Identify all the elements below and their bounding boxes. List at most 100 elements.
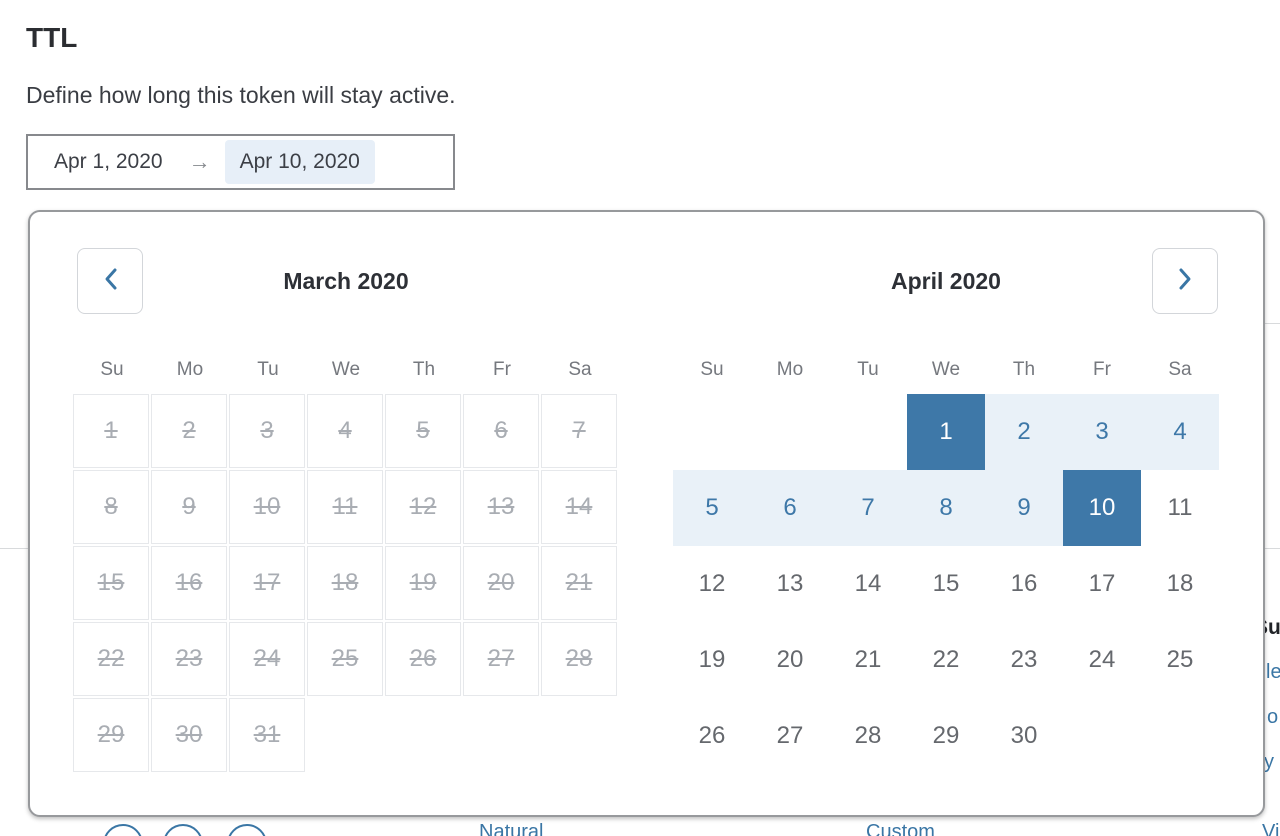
- day-cell[interactable]: 11: [1167, 494, 1193, 521]
- next-month-button[interactable]: [1152, 248, 1218, 314]
- end-date-field[interactable]: Apr 10, 2020: [224, 140, 375, 184]
- day-cell: 23: [151, 622, 227, 696]
- weekday-label: Sa: [1168, 359, 1192, 380]
- day-cell[interactable]: 22: [932, 646, 960, 673]
- arrow-right-icon: →: [188, 149, 211, 174]
- background-link-fragment[interactable]: y: [1264, 751, 1274, 773]
- day-cell: 29: [73, 698, 149, 772]
- day-cell: 15: [73, 546, 149, 620]
- chevron-right-icon: [1178, 267, 1193, 296]
- day-cell: 4: [307, 394, 383, 468]
- day-cell[interactable]: 29: [932, 722, 960, 749]
- weekday-label: We: [931, 359, 961, 380]
- day-cell[interactable]: 24: [1088, 646, 1116, 673]
- circle-button[interactable]: [103, 824, 143, 836]
- day-cell[interactable]: 5: [673, 470, 751, 546]
- day-cell: 12: [385, 470, 461, 544]
- day-cell: 6: [463, 394, 539, 468]
- day-cell: 31: [229, 698, 305, 772]
- day-cell[interactable]: 12: [698, 570, 726, 597]
- day-cell: 5: [385, 394, 461, 468]
- day-cell[interactable]: 7: [829, 470, 907, 546]
- day-cell[interactable]: 6: [751, 470, 829, 546]
- weekday-label: Th: [412, 359, 436, 380]
- day-cell: 13: [463, 470, 539, 544]
- empty-cell: [829, 394, 907, 470]
- background-link-fragment[interactable]: le: [1266, 661, 1280, 683]
- day-cell: 1: [73, 394, 149, 468]
- day-cell[interactable]: 4: [1141, 394, 1219, 470]
- day-cell: 17: [229, 546, 305, 620]
- circle-button[interactable]: [163, 824, 203, 836]
- empty-cell: [751, 394, 829, 470]
- page-title: TTL: [26, 22, 78, 53]
- month-panel-march: March 2020 Su Mo Tu We Th Fr Sa 1 2 3 4 5 6 7 8 9 10 11 1…: [73, 248, 619, 772]
- day-grid: 1 2 3 4 5 6 7 8 9 10 11 12 13 14 15 16 17 18 19 20 21 22 23 24 2…: [73, 394, 619, 772]
- day-cell: 7: [541, 394, 617, 468]
- day-cell[interactable]: 17: [1088, 570, 1116, 597]
- day-cell: 14: [541, 470, 617, 544]
- day-cell[interactable]: 15: [932, 570, 960, 597]
- day-cell[interactable]: 26: [698, 722, 726, 749]
- day-cell[interactable]: 21: [854, 646, 882, 673]
- chevron-left-icon: [103, 267, 118, 296]
- date-range-calendar-popover: March 2020 Su Mo Tu We Th Fr Sa 1 2 3 4 5 6 7 8 9 10 11 1…: [28, 210, 1265, 817]
- page-description: Define how long this token will stay act…: [26, 82, 456, 108]
- day-cell[interactable]: 30: [1010, 722, 1038, 749]
- day-cell[interactable]: 25: [1166, 646, 1194, 673]
- day-cell[interactable]: 2: [985, 394, 1063, 470]
- weekday-label: Su: [100, 359, 124, 380]
- weekday-row: Su Mo Tu We Th Fr Sa: [73, 358, 619, 382]
- day-cell: 11: [307, 470, 383, 544]
- weekday-label: Mo: [776, 359, 804, 380]
- previous-month-button[interactable]: [77, 248, 143, 314]
- day-cell: 21: [541, 546, 617, 620]
- month-title: April 2020: [891, 268, 1001, 294]
- day-grid: 1 2 3 4 5 6 7 8 9 10 11 12 13 14 15 16 17 18 19 20 21 22 23 24 2…: [673, 394, 1219, 774]
- background-link-fragment[interactable]: View: [1262, 821, 1280, 836]
- day-cell: 8: [73, 470, 149, 544]
- day-cell[interactable]: 20: [776, 646, 804, 673]
- weekday-label: Th: [1012, 359, 1036, 380]
- weekday-label: Sa: [568, 359, 592, 380]
- day-cell[interactable]: 1: [907, 394, 985, 470]
- day-cell[interactable]: 8: [907, 470, 985, 546]
- day-cell: 16: [151, 546, 227, 620]
- day-cell: 20: [463, 546, 539, 620]
- background-link-fragment[interactable]: Custom: [866, 821, 935, 836]
- day-cell: 26: [385, 622, 461, 696]
- day-cell[interactable]: 27: [776, 722, 804, 749]
- day-cell: 19: [385, 546, 461, 620]
- day-cell: 22: [73, 622, 149, 696]
- day-cell: 27: [463, 622, 539, 696]
- day-cell[interactable]: 9: [985, 470, 1063, 546]
- day-cell[interactable]: 23: [1010, 646, 1038, 673]
- day-cell: 18: [307, 546, 383, 620]
- weekday-label: We: [331, 359, 361, 380]
- day-cell[interactable]: 16: [1010, 570, 1038, 597]
- start-date-field[interactable]: Apr 1, 2020: [54, 150, 163, 173]
- date-range-input[interactable]: Apr 1, 2020 → Apr 10, 2020: [26, 134, 455, 190]
- background-link-fragment[interactable]: Natural: [479, 821, 544, 836]
- day-cell: 28: [541, 622, 617, 696]
- day-cell[interactable]: 13: [776, 570, 804, 597]
- empty-cell: [673, 394, 751, 470]
- month-panel-april: April 2020 Su Mo Tu We Th Fr Sa 1 2 3 4 5 6 7 8 9 10 11 1…: [673, 248, 1219, 774]
- day-cell[interactable]: 28: [854, 722, 882, 749]
- day-cell[interactable]: 14: [854, 570, 882, 597]
- circle-button[interactable]: [227, 824, 267, 836]
- day-cell[interactable]: 3: [1063, 394, 1141, 470]
- day-cell: 2: [151, 394, 227, 468]
- weekday-label: Tu: [257, 359, 279, 380]
- day-cell[interactable]: 10: [1063, 470, 1141, 546]
- day-cell[interactable]: 18: [1166, 570, 1194, 597]
- day-cell[interactable]: 19: [698, 646, 726, 673]
- day-cell: 3: [229, 394, 305, 468]
- weekday-label: Su: [700, 359, 724, 380]
- day-cell: 10: [229, 470, 305, 544]
- weekday-label: Fr: [1093, 359, 1111, 380]
- background-link-fragment[interactable]: o: [1267, 706, 1279, 728]
- day-cell: 9: [151, 470, 227, 544]
- weekday-row: Su Mo Tu We Th Fr Sa: [673, 358, 1219, 382]
